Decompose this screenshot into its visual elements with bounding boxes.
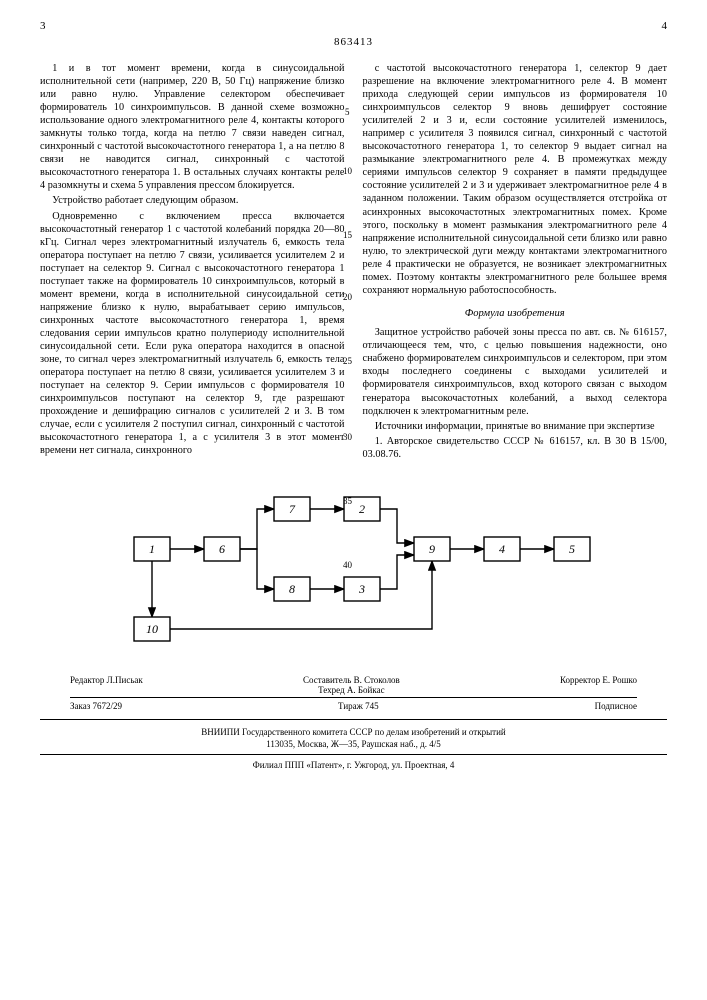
page: 3 4 863413 5 10 15 20 25 30 35 40 1 и в …: [0, 0, 707, 801]
line-number: 35: [343, 496, 352, 508]
page-number-left: 3: [40, 20, 46, 32]
techred-credit: Техред А. Бойкас: [318, 685, 384, 695]
formula-title: Формула изобретения: [363, 307, 668, 320]
svg-text:10: 10: [146, 622, 158, 636]
subscription: Подписное: [595, 701, 637, 711]
paragraph: 1. Авторское свидетельство СССР № 616157…: [363, 435, 668, 461]
svg-text:8: 8: [289, 582, 295, 596]
compiler-credit: Составитель В. Стоколов: [303, 675, 400, 685]
line-number: 10: [343, 166, 352, 178]
paragraph: 1 и в тот момент времени, когда в синусо…: [40, 62, 345, 192]
corrector-credit: Корректор Е. Рошко: [560, 675, 637, 695]
paragraph: с частотой высокочастотного генератора 1…: [363, 62, 668, 297]
line-number: 30: [343, 432, 352, 444]
footer-line: ВНИИПИ Государственного комитета СССР по…: [40, 726, 667, 738]
footer: ВНИИПИ Государственного комитета СССР по…: [40, 719, 667, 771]
credits-row: Редактор Л.Письак Составитель В. Стоколо…: [70, 675, 637, 695]
svg-text:4: 4: [499, 542, 505, 556]
footer-line: 113035, Москва, Ж—35, Раушская наб., д. …: [40, 738, 667, 750]
page-number-right: 4: [662, 20, 668, 32]
block-diagram: 1 6 7 2 8 3 9 4 5 10: [40, 477, 667, 657]
line-number: 15: [343, 230, 352, 242]
svg-text:6: 6: [219, 542, 225, 556]
paragraph: Одновременно с включением пресса включае…: [40, 210, 345, 458]
left-column: 1 и в тот момент времени, когда в синусо…: [40, 62, 345, 463]
svg-text:3: 3: [358, 582, 365, 596]
right-column: с частотой высокочастотного генератора 1…: [363, 62, 668, 463]
line-number: 5: [345, 107, 350, 119]
svg-text:2: 2: [359, 502, 365, 516]
document-number: 863413: [40, 36, 667, 48]
svg-text:1: 1: [149, 542, 155, 556]
line-number: 25: [343, 356, 352, 368]
svg-text:9: 9: [429, 542, 435, 556]
paragraph: Устройство работает следующим образом.: [40, 194, 345, 207]
tirage: Тираж 745: [338, 701, 379, 711]
header-row: 3 4: [40, 20, 667, 32]
svg-text:7: 7: [289, 502, 296, 516]
order-number: Заказ 7672/29: [70, 701, 122, 711]
diagram-svg: 1 6 7 2 8 3 9 4 5 10: [94, 477, 614, 657]
line-number: 40: [343, 560, 352, 572]
editor-credit: Редактор Л.Письак: [70, 675, 143, 695]
sources-heading: Источники информации, принятые во вниман…: [363, 420, 668, 433]
line-number: 20: [343, 292, 352, 304]
text-columns: 5 10 15 20 25 30 35 40 1 и в тот момент …: [40, 62, 667, 463]
credits-row-2: Заказ 7672/29 Тираж 745 Подписное: [70, 697, 637, 711]
svg-text:5: 5: [569, 542, 575, 556]
paragraph: Защитное устройство рабочей зоны пресса …: [363, 326, 668, 417]
footer-line: Филиал ППП «Патент», г. Ужгород, ул. Про…: [40, 754, 667, 771]
